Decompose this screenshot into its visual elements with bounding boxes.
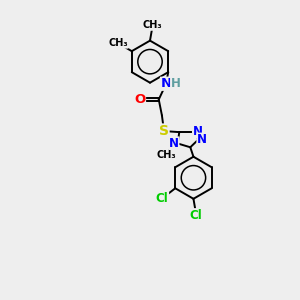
Text: CH₃: CH₃ <box>156 151 176 160</box>
Text: S: S <box>159 124 169 138</box>
Text: Cl: Cl <box>156 192 169 205</box>
Text: CH₃: CH₃ <box>143 20 162 30</box>
Text: Cl: Cl <box>190 209 202 222</box>
Text: N: N <box>169 137 179 150</box>
Text: N: N <box>193 124 202 138</box>
Text: N: N <box>160 77 172 90</box>
Text: O: O <box>134 93 146 106</box>
Text: H: H <box>171 77 181 90</box>
Text: CH₃: CH₃ <box>108 38 128 48</box>
Text: N: N <box>197 133 207 146</box>
